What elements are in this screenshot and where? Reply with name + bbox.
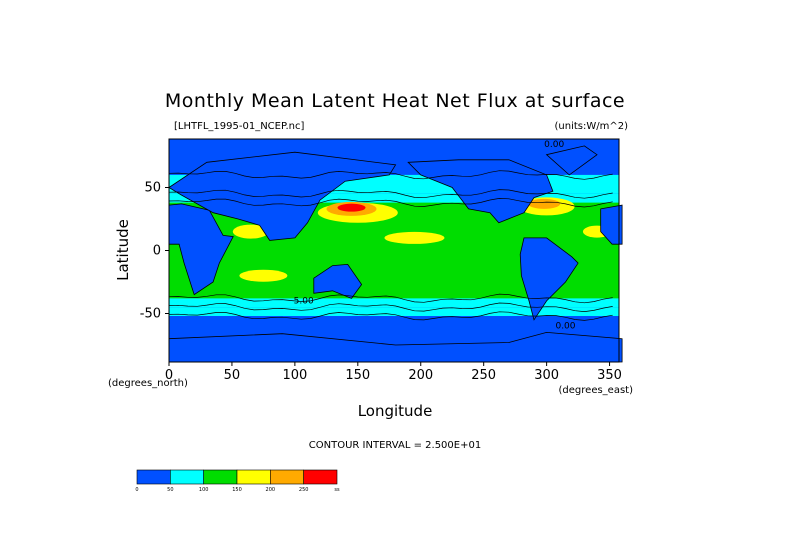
landmass-eurasia [168, 151, 397, 241]
contour-label: 0.00 [555, 322, 575, 332]
y-tick-label: 0 [153, 244, 161, 259]
contour-line [168, 170, 613, 180]
y-axis: 50 0 -50 [140, 181, 169, 321]
landmass-africa-west [168, 203, 234, 296]
colorbar-label: 250 [299, 487, 309, 493]
file-label: [LHTFL_1995-01_NCEP.nc] [174, 121, 304, 132]
y-unit-label: (degrees_north) [108, 378, 188, 389]
x-tick-label: 0 [165, 368, 173, 383]
y-tick-label: -50 [140, 306, 161, 321]
x-axis: 0 50 100 150 200 250 300 350 [165, 362, 622, 383]
x-tick-label: 250 [471, 368, 496, 383]
colorbar-swatch [270, 469, 304, 485]
colorbar-swatch [203, 469, 238, 485]
colorbar: 0 50 100 150 200 250 ss [135, 469, 340, 493]
units-label: (units:W/m^2) [555, 121, 629, 132]
contour-interval-note: CONTOUR INTERVAL = 2.500E+01 [309, 440, 481, 451]
band-southern-cyan [169, 307, 619, 317]
blob-arabian-sea-yellow [232, 224, 269, 239]
x-unit-label: (degrees_east) [559, 385, 634, 396]
colorbar-label: 200 [266, 487, 276, 493]
colorbar-swatch [303, 469, 338, 485]
colorbar-label: 50 [167, 487, 173, 493]
contour-label: 0.00 [544, 140, 564, 150]
x-tick-label: 350 [597, 368, 622, 383]
chart-title: Monthly Mean Latent Heat Net Flux at sur… [165, 90, 625, 112]
colorbar-label: 100 [199, 487, 209, 493]
colorbar-swatch [236, 469, 271, 485]
contour-line [168, 302, 613, 312]
x-tick-label: 300 [534, 368, 559, 383]
landmass-greenland [545, 145, 598, 176]
landmass-australia [313, 263, 363, 299]
blob-gulfstream-orange [528, 198, 561, 209]
blob-indian-ocean-yellow [239, 269, 288, 282]
x-tick-label: 150 [345, 368, 370, 383]
x-tick-label: 50 [224, 368, 241, 383]
colorbar-swatch [136, 469, 171, 485]
x-axis-title: Longitude [358, 402, 433, 420]
y-axis-title: Latitude [114, 219, 132, 281]
y-tick-label: 50 [144, 181, 161, 196]
colorbar-swatch [170, 469, 204, 485]
x-tick-label: 100 [282, 368, 307, 383]
contour-lines: 0.00 5.00 0.00 [168, 140, 613, 332]
colorbar-label: ss [334, 487, 340, 493]
x-tick-label: 200 [408, 368, 433, 383]
colorbar-label: 0 [135, 487, 138, 493]
plot-area: 0.00 5.00 0.00 [168, 138, 623, 363]
contour-line [168, 311, 613, 321]
contour-label: 5.00 [294, 296, 314, 306]
blob-kuroshio-red [337, 203, 366, 212]
colorbar-label: 150 [232, 487, 242, 493]
landmass-south-america [519, 237, 579, 321]
contour-line [168, 293, 613, 304]
contour-line [168, 189, 613, 199]
blob-central-pacific-yellow [384, 231, 445, 244]
contour-line [168, 198, 613, 208]
